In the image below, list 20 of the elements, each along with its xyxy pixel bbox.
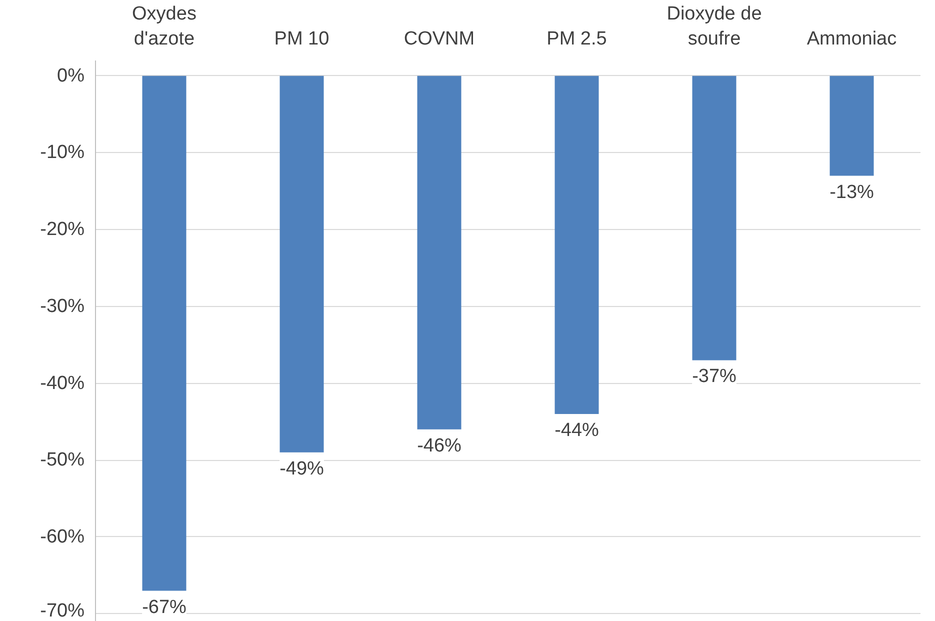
- y-tick-label: -40%: [40, 372, 85, 394]
- data-label: -46%: [417, 435, 462, 456]
- y-tick-label: -30%: [40, 296, 85, 317]
- y-tick-label: -50%: [40, 450, 85, 471]
- x-tick-label: Oxydes d'azote: [132, 3, 196, 50]
- data-label: -13%: [830, 182, 874, 203]
- x-tick-label: PM 2.5: [546, 28, 607, 50]
- data-label: -67%: [142, 596, 187, 618]
- data-label: -49%: [280, 458, 324, 480]
- y-tick-label: -60%: [40, 526, 85, 548]
- y-tick-label: -10%: [40, 142, 85, 164]
- x-tick-label: COVNM: [404, 28, 475, 50]
- y-tick-label: -20%: [40, 219, 85, 240]
- x-tick-label: Ammoniac: [806, 28, 897, 50]
- y-tick-label: -70%: [40, 600, 85, 621]
- y-tick-label: 0%: [57, 65, 85, 86]
- data-label: -44%: [554, 420, 600, 442]
- x-tick-label: Dioxyde de soufre: [666, 3, 762, 50]
- x-tick-label: PM 10: [274, 28, 330, 50]
- data-label: -37%: [692, 366, 737, 388]
